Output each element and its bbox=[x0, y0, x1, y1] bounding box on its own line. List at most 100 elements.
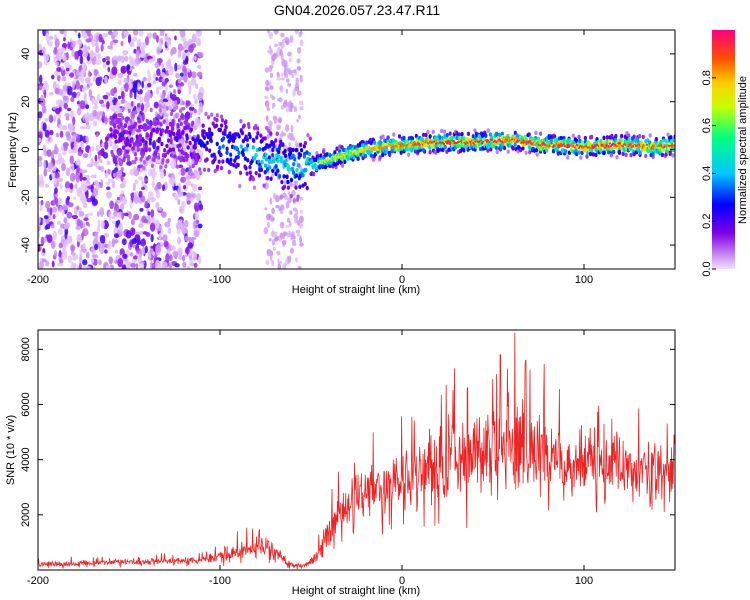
ridge-blob bbox=[610, 133, 614, 139]
noise-blob bbox=[141, 246, 146, 256]
noise-blob bbox=[77, 151, 83, 157]
noise-blob bbox=[51, 149, 58, 155]
spectrogram-x-tick-label: 0 bbox=[399, 274, 405, 286]
noise-blob bbox=[191, 71, 197, 79]
noise-blob bbox=[68, 137, 74, 143]
noise-blob bbox=[288, 255, 292, 262]
ridge-blob bbox=[156, 145, 160, 151]
noise-blob bbox=[185, 100, 191, 107]
snr-series-line bbox=[38, 332, 675, 570]
noise-blob bbox=[137, 82, 141, 92]
noise-blob bbox=[87, 70, 91, 78]
ridge-blob bbox=[152, 127, 156, 133]
ridge-blob bbox=[245, 137, 249, 142]
noise-blob bbox=[292, 242, 297, 246]
noise-blob bbox=[122, 253, 128, 259]
ridge-blob bbox=[399, 150, 403, 155]
spectrogram-y-tick-label: 40 bbox=[20, 48, 32, 60]
noise-blob bbox=[92, 109, 98, 117]
noise-blob bbox=[152, 251, 155, 256]
noise-blob bbox=[81, 177, 87, 181]
ridge-blob bbox=[259, 133, 263, 138]
spectrogram-x-ticks: -200 -100 0 100 bbox=[27, 30, 593, 286]
ridge-blob bbox=[247, 124, 251, 130]
noise-blob bbox=[138, 223, 144, 228]
noise-blob bbox=[276, 76, 282, 81]
noise-blob bbox=[83, 202, 88, 209]
noise-blob bbox=[41, 46, 46, 56]
ridge-blob bbox=[208, 137, 213, 143]
noise-blob bbox=[199, 151, 204, 158]
ridge-blob bbox=[186, 153, 190, 159]
noise-blob bbox=[264, 86, 269, 91]
noise-blob bbox=[283, 69, 287, 77]
ridge-blob bbox=[215, 141, 219, 147]
ridge-blob bbox=[245, 147, 249, 152]
noise-blob bbox=[77, 49, 83, 57]
noise-blob bbox=[190, 196, 194, 203]
ridge-blob bbox=[441, 147, 445, 153]
noise-blob bbox=[151, 180, 155, 188]
noise-blob bbox=[273, 118, 277, 125]
ridge-blob bbox=[263, 170, 267, 175]
noise-blob bbox=[142, 231, 148, 235]
noise-blob bbox=[291, 74, 295, 78]
noise-blob bbox=[38, 215, 41, 225]
noise-blob bbox=[108, 211, 112, 221]
noise-blob bbox=[158, 207, 162, 211]
noise-blob bbox=[62, 54, 67, 62]
noise-blob bbox=[139, 50, 146, 58]
ridge-blob bbox=[612, 149, 616, 155]
noise-blob bbox=[299, 106, 304, 111]
ridge-blob bbox=[121, 115, 125, 121]
noise-blob bbox=[147, 251, 152, 261]
noise-blob bbox=[125, 230, 132, 239]
noise-blob bbox=[145, 101, 150, 109]
ridge-blob bbox=[397, 134, 402, 139]
noise-blob bbox=[45, 201, 51, 210]
noise-blob bbox=[117, 72, 124, 79]
noise-blob bbox=[177, 64, 181, 71]
noise-blob bbox=[138, 30, 144, 37]
ridge-blob bbox=[315, 151, 319, 156]
noise-blob bbox=[155, 77, 159, 81]
noise-blob bbox=[184, 67, 188, 77]
noise-blob bbox=[292, 207, 298, 212]
noise-blob bbox=[175, 72, 181, 79]
ridge-blob bbox=[120, 99, 124, 104]
noise-blob bbox=[285, 88, 289, 94]
noise-blob bbox=[90, 184, 94, 193]
noise-blob bbox=[41, 105, 47, 114]
noise-blob bbox=[284, 258, 289, 267]
noise-blob bbox=[289, 247, 294, 254]
colorbar: 0.0 0.2 0.4 0.6 0.8 Normalized spectral ampl… bbox=[701, 30, 749, 277]
ridge-blob bbox=[198, 167, 202, 172]
noise-blob bbox=[130, 192, 134, 200]
noise-blob bbox=[271, 173, 274, 178]
ridge-blob bbox=[599, 148, 603, 153]
noise-blob bbox=[38, 243, 41, 252]
noise-blob bbox=[42, 30, 47, 37]
ridge-blob bbox=[196, 134, 200, 139]
ridge-blob bbox=[286, 167, 290, 172]
snr-y-tick-label: 8000 bbox=[20, 337, 32, 361]
ridge-blob bbox=[489, 147, 493, 152]
ridge-blob bbox=[166, 158, 170, 164]
noise-blob bbox=[148, 58, 154, 64]
ridge-blob bbox=[134, 110, 138, 115]
ridge-core bbox=[448, 140, 451, 144]
spectrogram-y-label: Frequency (Hz) bbox=[7, 112, 19, 188]
ridge-blob bbox=[518, 147, 523, 153]
noise-blob bbox=[268, 45, 272, 49]
noise-blob bbox=[156, 181, 162, 190]
noise-blob bbox=[285, 78, 290, 83]
ridge-core bbox=[464, 142, 467, 145]
noise-blob bbox=[271, 238, 276, 246]
noise-blob bbox=[81, 61, 86, 71]
noise-blob bbox=[292, 236, 296, 240]
noise-blob bbox=[82, 169, 88, 174]
noise-blob bbox=[88, 148, 92, 158]
noise-blob bbox=[296, 119, 299, 123]
ridge-blob bbox=[127, 154, 131, 160]
noise-blob bbox=[70, 252, 76, 256]
